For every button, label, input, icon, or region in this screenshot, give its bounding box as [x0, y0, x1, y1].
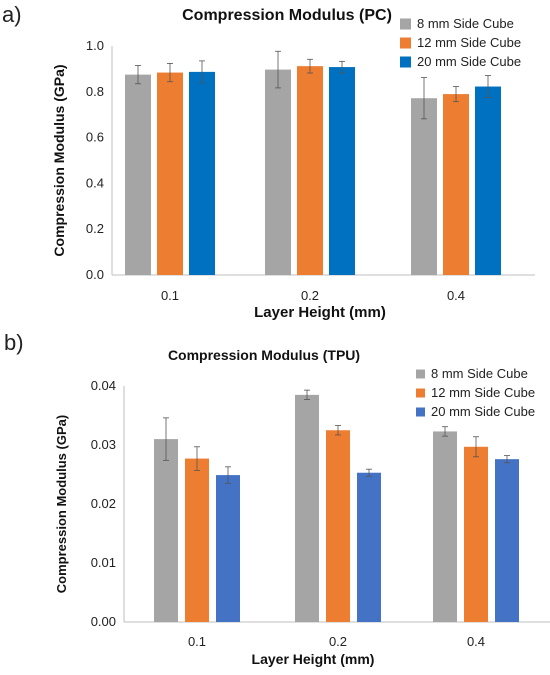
bar — [295, 394, 319, 622]
bar — [326, 430, 350, 622]
y-tick-label: 0.0 — [86, 267, 104, 282]
panel-label: b) — [4, 330, 24, 355]
chart-panel-b: b) Compression Modulus (TPU) 0.00 0.01 0.02 0… — [4, 330, 550, 667]
y-axis-title: Compression Modulus (GPa) — [54, 415, 69, 593]
y-tick-label: 0.6 — [86, 130, 104, 145]
x-axis-title: Layer Height (mm) — [254, 304, 386, 321]
legend-label: 20 mm Side Cube — [417, 54, 521, 69]
bar — [189, 71, 215, 275]
y-tick-label: 0.2 — [86, 221, 104, 236]
legend-swatch — [416, 388, 425, 398]
x-tick-label: 0.2 — [301, 288, 319, 303]
legend-label: 8 mm Side Cube — [431, 366, 528, 381]
bar — [464, 446, 488, 622]
chart-panel-a: a) Compression Modulus (PC) 0.0 0.2 0.4 0.6 0.… — [2, 2, 535, 321]
bar — [185, 458, 209, 622]
bar — [329, 67, 355, 276]
legend-label: 8 mm Side Cube — [417, 16, 514, 31]
legend-swatch — [400, 18, 411, 30]
bar — [475, 86, 501, 276]
y-tick-label: 0.8 — [86, 84, 104, 99]
bar — [495, 459, 519, 622]
panel-label: a) — [2, 2, 22, 27]
y-tick-label: 0.02 — [91, 496, 116, 511]
y-tick-label: 0.00 — [91, 614, 116, 629]
y-tick-label: 0.03 — [91, 437, 116, 452]
y-tick-label: 0.4 — [86, 175, 104, 190]
bar — [443, 94, 469, 275]
bar — [265, 69, 291, 275]
x-tick-label: 0.1 — [161, 288, 179, 303]
legend-swatch — [400, 56, 411, 68]
y-tick-label: 0.04 — [91, 378, 116, 393]
bar — [216, 475, 240, 622]
bar — [125, 74, 151, 275]
bar — [433, 431, 457, 622]
y-tick-label: 0.01 — [91, 555, 116, 570]
bar — [154, 439, 178, 622]
y-axis-title: Compression Modulus (GPa) — [51, 64, 67, 256]
bar — [157, 72, 183, 276]
chart-title: Compression Modulus (TPU) — [168, 347, 360, 363]
x-tick-label: 0.4 — [447, 288, 465, 303]
legend-swatch — [400, 37, 411, 49]
bar — [357, 472, 381, 622]
x-tick-label: 0.1 — [188, 634, 206, 649]
x-axis-title: Layer Height (mm) — [252, 651, 375, 667]
legend-swatch — [416, 407, 425, 417]
legend-label: 12 mm Side Cube — [417, 35, 521, 50]
x-tick-label: 0.4 — [467, 634, 485, 649]
bar — [297, 66, 323, 275]
y-tick-label: 1.0 — [86, 38, 104, 53]
legend-label: 12 mm Side Cube — [431, 385, 535, 400]
chart-title: Compression Modulus (PC) — [182, 7, 392, 24]
legend-label: 20 mm Side Cube — [431, 404, 535, 419]
legend-swatch — [416, 369, 425, 379]
x-tick-label: 0.2 — [329, 634, 347, 649]
bar — [411, 98, 437, 275]
